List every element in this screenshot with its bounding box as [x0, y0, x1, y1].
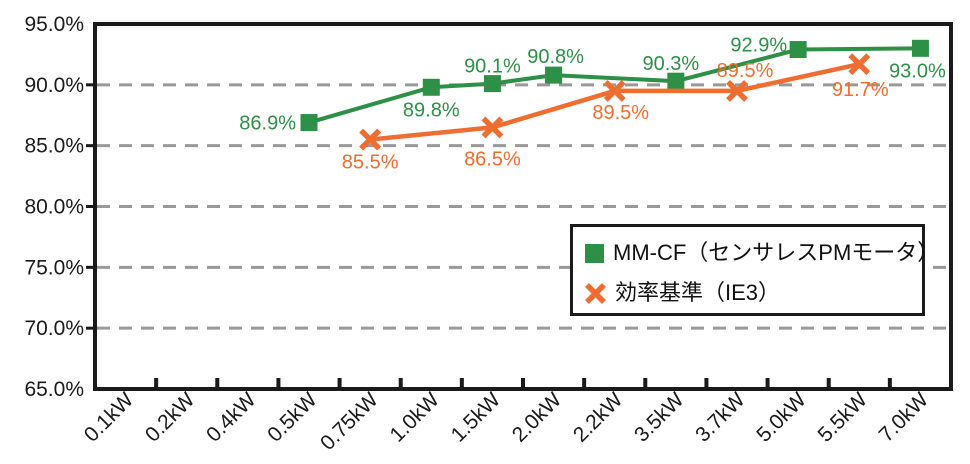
x-axis-tick-label: 0.1kW [80, 388, 138, 446]
data-label: 92.9% [730, 35, 787, 57]
marker-x-icon [848, 53, 871, 76]
y-axis-tick-label: 85.0% [24, 135, 84, 158]
marker-square-icon [789, 41, 807, 59]
marker-square-icon [667, 72, 685, 90]
legend-item-ie3: 効率基準（IE3） [585, 273, 922, 313]
marker-x-icon [726, 79, 748, 102]
plot-frame [93, 22, 953, 391]
marker-square-icon [422, 78, 440, 96]
y-axis-tick-label: 70.0% [24, 317, 84, 340]
data-label: 89.5% [592, 102, 649, 124]
x-axis-tick-label: 0.5kW [263, 388, 321, 446]
marker-x-icon [603, 79, 626, 102]
data-label: 90.1% [464, 56, 521, 78]
x-axis-tick-label: 5.0kW [752, 388, 810, 446]
orange-x-marker-icon [585, 282, 606, 304]
y-axis-tick-label: 65.0% [24, 378, 84, 401]
data-label: 90.3% [642, 53, 699, 75]
chart-legend: MM-CF（センサレスPMモータ） 効率基準（IE3） [570, 224, 939, 316]
legend-label-ie3: 効率基準（IE3） [615, 280, 781, 305]
y-axis-tick-label: 80.0% [24, 196, 84, 219]
x-axis-tick-label: 0.4kW [202, 388, 260, 446]
x-axis-tick-label: 3.7kW [691, 388, 749, 446]
marker-x-icon [359, 128, 382, 151]
x-axis-tick-label: 0.75kW [316, 388, 383, 455]
data-label: 91.7% [832, 79, 889, 101]
x-axis-tick-label: 3.5kW [630, 388, 688, 446]
x-axis-tick-label: 1.5kW [447, 388, 505, 446]
green-square-marker-icon [585, 243, 604, 263]
marker-square-icon [911, 39, 929, 57]
x-axis-tick-label: 0.2kW [141, 388, 199, 446]
y-axis-tick-label: 75.0% [24, 256, 84, 279]
data-label: 86.9% [239, 113, 296, 135]
data-label: 93.0% [889, 60, 946, 82]
marker-square-icon [545, 66, 563, 84]
x-axis-tick-label: 5.5kW [813, 388, 871, 446]
legend-label-mm-cf: MM-CF（センサレスPMモータ） [613, 240, 940, 265]
y-axis-tick-label: 95.0% [24, 13, 84, 36]
data-label: 89.8% [403, 99, 460, 121]
marker-x-icon [481, 116, 504, 139]
x-axis-tick-label: 2.0kW [508, 388, 566, 446]
data-label: 90.8% [527, 46, 584, 68]
x-axis-tick-label: 1.0kW [385, 388, 443, 446]
data-label: 86.5% [464, 148, 521, 170]
marker-square-icon [483, 75, 501, 93]
x-axis-tick-label: 2.2kW [569, 388, 627, 446]
y-axis-tick-label: 90.0% [24, 74, 84, 97]
x-axis-tick-label: 7.0kW [875, 388, 933, 446]
data-label: 89.5% [717, 60, 774, 82]
legend-item-mm-cf: MM-CF（センサレスPMモータ） [585, 233, 939, 273]
data-label: 85.5% [342, 152, 399, 174]
marker-square-icon [300, 114, 318, 132]
